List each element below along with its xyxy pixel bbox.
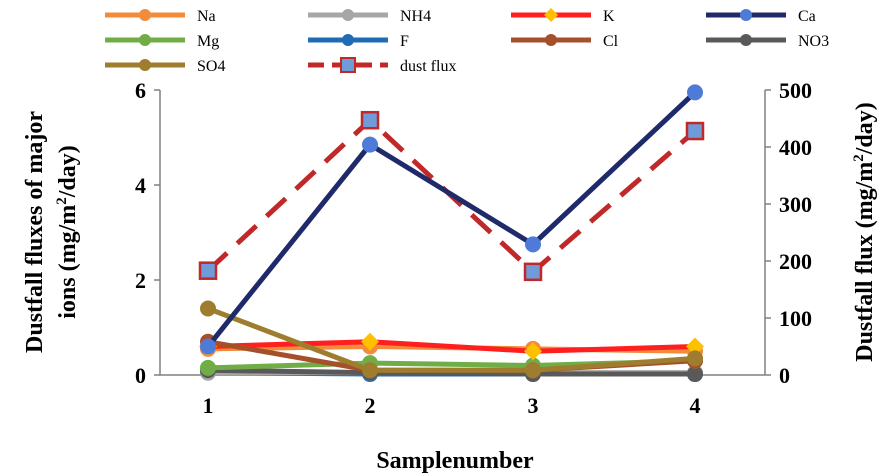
right-y-tick-label: 0	[779, 363, 790, 388]
data-point-dust-flux	[523, 262, 543, 282]
right-y-tick-label: 300	[779, 192, 812, 217]
series-line-k	[205, 339, 698, 354]
legend-item-mg: Mg	[105, 33, 219, 50]
right-y-axis-title-part2: /day)	[852, 102, 878, 155]
data-point-no3	[687, 366, 703, 383]
data-point-dust-flux	[360, 110, 380, 130]
legend-item-no3: NO3	[706, 33, 829, 50]
right-y-tick-label: 400	[779, 135, 812, 160]
legend-label-nh4: NH4	[400, 8, 431, 25]
legend-marker-mg	[139, 34, 151, 46]
legend-marker-so4	[139, 59, 151, 71]
legend-item-nh4: NH4	[308, 8, 431, 25]
legend-label-f: F	[400, 33, 409, 50]
right-y-axis-title-part1: Dustfall flux (mg/m	[852, 162, 878, 362]
data-point-so4	[200, 300, 216, 317]
right-y-tick-label: 100	[779, 306, 812, 331]
legend-marker-no3	[740, 34, 752, 46]
x-tick-label: 1	[203, 393, 214, 418]
series-so4	[200, 300, 703, 379]
data-point-mg	[200, 359, 216, 376]
left-y-tick-label: 2	[135, 268, 146, 293]
legend-item-f: F	[308, 33, 409, 50]
legend-label-no3: NO3	[798, 33, 829, 50]
data-point-ca	[200, 338, 216, 355]
data-point-so4	[525, 362, 541, 379]
data-point-k	[524, 342, 542, 361]
legend-item-cl: Cl	[511, 33, 619, 50]
x-tick-label: 4	[690, 393, 701, 418]
data-point-ca	[687, 84, 703, 101]
legend: Na NH4 K Ca Mg F Cl NO3 SO4 dust flux	[105, 8, 829, 75]
left-y-tick-label: 4	[135, 173, 146, 198]
right-y-tick-label: 200	[779, 249, 812, 274]
left-y-axis-title-line2: ions (mg/m2/day)	[54, 145, 81, 319]
x-axis-title: Samplenumber	[376, 448, 534, 474]
legend-marker-nh4	[342, 9, 354, 21]
series-line-so4	[205, 306, 698, 373]
left-y-axis-title-part1: ions (mg/m	[55, 205, 81, 319]
legend-label-mg: Mg	[197, 33, 219, 50]
right-y-axis-title-superscript: 2	[851, 154, 867, 162]
legend-item-so4: SO4	[105, 58, 225, 75]
legend-marker-k	[544, 8, 558, 22]
ticks: 0 2 4 6 0 100 200 300 400 500 1 2 3 4	[135, 78, 812, 418]
legend-item-ca: Ca	[706, 8, 816, 25]
left-y-tick-label: 6	[135, 78, 146, 103]
legend-label-dust-flux: dust flux	[400, 58, 456, 75]
right-y-tick-label: 500	[779, 78, 812, 103]
data-point-dust-flux	[685, 121, 705, 141]
legend-marker-f	[342, 34, 354, 46]
legend-label-so4: SO4	[197, 58, 225, 75]
x-tick-label: 2	[365, 393, 376, 418]
data-point-ca	[362, 136, 378, 153]
data-point-so4	[362, 362, 378, 379]
legend-label-na: Na	[197, 8, 216, 25]
legend-label-ca: Ca	[798, 8, 816, 25]
legend-marker-dust-flux	[340, 57, 356, 73]
left-y-axis-title-line1: Dustfall fluxes of major	[22, 111, 48, 353]
legend-marker-cl	[545, 34, 557, 46]
data-point-k	[686, 337, 704, 356]
right-y-axis-title: Dustfall flux (mg/m2/day)	[851, 102, 878, 362]
data-point-so4	[687, 350, 703, 367]
legend-item-dust-flux: dust flux	[308, 57, 456, 75]
data-point-k	[361, 332, 379, 351]
x-tick-label: 3	[528, 393, 539, 418]
series-k	[199, 332, 704, 361]
data-point-dust-flux	[198, 261, 218, 280]
legend-label-k: K	[603, 8, 615, 25]
left-y-tick-label: 0	[135, 363, 146, 388]
left-y-axis-title-superscript: 2	[54, 197, 70, 205]
series-ca	[200, 84, 703, 355]
left-y-axis-title-part2: /day)	[55, 145, 81, 198]
legend-marker-ca	[740, 9, 752, 21]
series-line-no3	[205, 367, 698, 377]
legend-item-na: Na	[105, 8, 216, 25]
series-layer	[198, 84, 705, 383]
series-line-ca	[205, 89, 698, 349]
legend-marker-na	[139, 9, 151, 21]
legend-label-cl: Cl	[603, 33, 619, 50]
legend-item-k: K	[511, 8, 615, 25]
data-point-ca	[525, 236, 541, 253]
